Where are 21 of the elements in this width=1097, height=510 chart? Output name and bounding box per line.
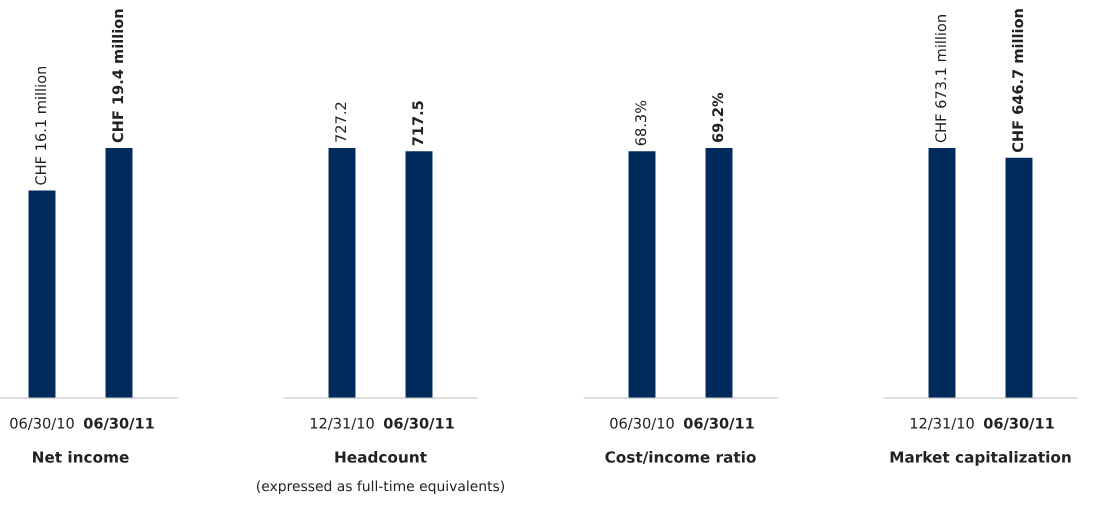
x-tick-label: 12/31/10 bbox=[910, 417, 974, 430]
data-label: CHF 673.1 million bbox=[934, 15, 947, 143]
x-axis-title: Market capitalization bbox=[890, 451, 1071, 466]
x-tick-label: 06/30/11 bbox=[683, 417, 754, 430]
data-label: 727.2 bbox=[335, 102, 347, 142]
x-tick-label: 06/30/11 bbox=[983, 417, 1054, 430]
x-axis-title: Headcount bbox=[335, 451, 427, 463]
x-axis-title: Net income bbox=[33, 451, 129, 463]
x-tick-label: 12/31/10 bbox=[310, 417, 374, 430]
data-label: 717.5 bbox=[412, 101, 424, 146]
x-tick-label: 06/30/11 bbox=[83, 417, 154, 430]
data-label: CHF 19.4 million bbox=[111, 9, 124, 143]
data-label: CHF 646.7 million bbox=[1011, 9, 1024, 153]
text: (expressed as full-time equivalents) bbox=[257, 480, 504, 494]
x-tick-label: 06/30/10 bbox=[610, 417, 674, 430]
data-label: 68.3% bbox=[635, 100, 647, 146]
x-tick-label: 06/30/11 bbox=[383, 417, 454, 430]
data-label: CHF 16.1 million bbox=[34, 66, 47, 185]
x-tick-label: 06/30/10 bbox=[10, 417, 74, 430]
data-label: 69.2% bbox=[712, 92, 724, 143]
x-axis-title: Cost/income ratio bbox=[605, 451, 756, 465]
